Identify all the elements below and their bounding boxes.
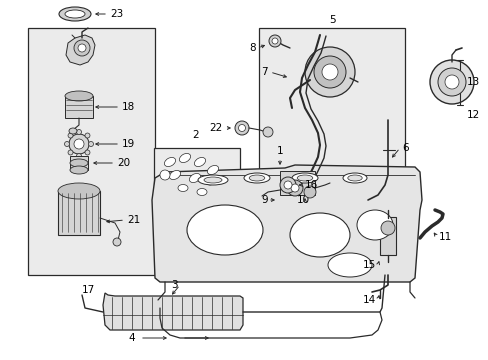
Ellipse shape (342, 173, 366, 183)
Circle shape (305, 47, 354, 97)
Circle shape (85, 150, 90, 155)
Circle shape (74, 40, 90, 56)
Text: 14: 14 (362, 295, 375, 305)
Text: 1: 1 (276, 146, 283, 156)
Ellipse shape (327, 253, 371, 277)
Text: 23: 23 (110, 9, 123, 19)
Circle shape (263, 127, 272, 137)
Ellipse shape (189, 174, 200, 183)
Circle shape (313, 56, 346, 88)
Polygon shape (66, 35, 95, 65)
Ellipse shape (347, 175, 362, 181)
Text: 13: 13 (466, 77, 479, 87)
Text: 5: 5 (328, 15, 335, 25)
Bar (28, 28, 155, 275)
Ellipse shape (69, 128, 77, 134)
Ellipse shape (197, 189, 206, 195)
Circle shape (235, 121, 248, 135)
Circle shape (204, 175, 215, 185)
Bar (58, 191, 100, 235)
Text: 22: 22 (209, 123, 223, 133)
Circle shape (290, 184, 298, 192)
Text: 16: 16 (305, 180, 318, 190)
Circle shape (238, 125, 245, 131)
Circle shape (271, 38, 278, 44)
Text: 15: 15 (362, 260, 375, 270)
Ellipse shape (178, 184, 187, 192)
Text: 3: 3 (171, 280, 178, 290)
Text: 7: 7 (261, 67, 267, 77)
Text: 6: 6 (401, 143, 408, 153)
Ellipse shape (289, 213, 349, 257)
Ellipse shape (65, 10, 85, 18)
Circle shape (69, 134, 89, 154)
Text: 2: 2 (192, 130, 199, 140)
Circle shape (380, 221, 394, 235)
Ellipse shape (70, 159, 88, 167)
Ellipse shape (207, 165, 218, 175)
Circle shape (78, 44, 86, 52)
Circle shape (88, 141, 93, 147)
Bar (379, 217, 395, 255)
Ellipse shape (164, 157, 175, 167)
Circle shape (76, 130, 81, 135)
Circle shape (284, 181, 291, 189)
Text: 8: 8 (249, 43, 256, 53)
Text: 12: 12 (466, 110, 479, 120)
Ellipse shape (203, 177, 222, 183)
Ellipse shape (198, 175, 227, 185)
Polygon shape (152, 165, 421, 282)
Bar (70, 156, 88, 170)
Circle shape (76, 153, 81, 158)
Circle shape (437, 68, 465, 96)
Text: 20: 20 (117, 158, 130, 168)
Bar (154, 148, 240, 217)
Circle shape (74, 139, 84, 149)
Ellipse shape (244, 173, 269, 183)
Circle shape (160, 170, 170, 180)
Ellipse shape (186, 205, 263, 255)
Ellipse shape (169, 170, 180, 180)
Text: 11: 11 (438, 232, 451, 242)
Ellipse shape (65, 91, 93, 101)
Ellipse shape (291, 173, 317, 183)
Circle shape (268, 35, 281, 47)
Text: 17: 17 (81, 285, 95, 295)
Text: 4: 4 (128, 333, 135, 343)
Bar (280, 171, 314, 195)
Ellipse shape (59, 7, 91, 21)
Circle shape (113, 238, 121, 246)
Circle shape (286, 180, 303, 196)
Circle shape (280, 177, 295, 193)
Circle shape (85, 133, 90, 138)
Ellipse shape (179, 153, 190, 163)
Polygon shape (103, 293, 243, 330)
Ellipse shape (249, 175, 264, 181)
Circle shape (68, 150, 73, 155)
Circle shape (68, 133, 73, 138)
Text: 10: 10 (296, 195, 309, 205)
Bar (259, 28, 404, 212)
Ellipse shape (194, 157, 205, 167)
Text: 21: 21 (127, 215, 140, 225)
Ellipse shape (58, 183, 100, 199)
Circle shape (321, 64, 337, 80)
Ellipse shape (297, 175, 312, 181)
Circle shape (429, 60, 473, 104)
Text: 19: 19 (122, 139, 135, 149)
Bar (65, 96, 93, 118)
Text: 18: 18 (122, 102, 135, 112)
Text: 9: 9 (261, 195, 267, 205)
Ellipse shape (70, 166, 88, 174)
Circle shape (304, 186, 315, 198)
Ellipse shape (356, 210, 392, 240)
Circle shape (444, 75, 458, 89)
Circle shape (64, 141, 69, 147)
